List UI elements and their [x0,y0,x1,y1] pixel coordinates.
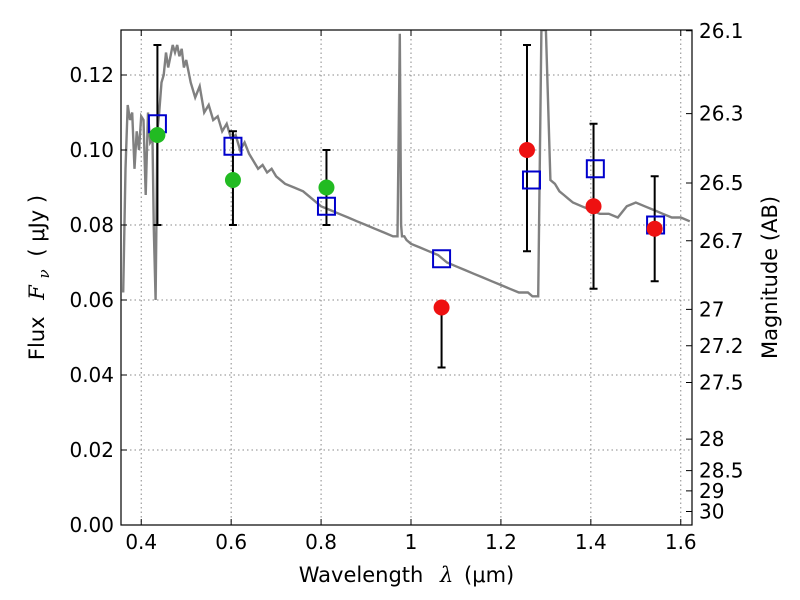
axis-ticks: 0.4 0.6 0.8 1 1.2 1.4 1.6 0.00 0.02 0.04 0.06 0.08 0… [69,19,743,554]
x-axis-label-symbol: λ [439,563,453,587]
optical-data-point [224,172,241,188]
right-tick-label: 28 [699,427,724,451]
y-tick-label: 0.00 [69,513,114,537]
model-photometry-square [223,136,243,156]
x-axis-label: Wavelength λ (μm) [299,563,514,587]
y-tick-label: 0.04 [69,363,114,387]
nir-data-point [585,198,602,215]
right-axis-label: Magnitude (AB) [758,196,782,359]
optical-data-point [318,179,335,196]
optical-data-point [149,127,166,143]
y-tick-label: 0.10 [69,138,114,162]
model-photometry-square [521,170,541,190]
right-tick-label: 29 [699,479,724,503]
nir-data-point [433,299,450,316]
right-tick-label: 26.5 [699,171,744,195]
model-photometry-square [585,159,605,179]
x-tick-label: 0.6 [215,530,247,554]
right-tick-label: 26.1 [699,19,744,43]
y-axis-label-subscript: ν [35,269,53,278]
y-tick-label: 0.08 [69,213,114,237]
right-tick-label: 27.5 [699,371,744,395]
y-axis-label-symbol: F [25,284,49,301]
x-tick-label: 1.4 [575,530,607,554]
x-axis-label-unit: (μm) [464,563,514,587]
x-tick-label: 1.6 [665,530,697,554]
right-tick-label: 30 [699,500,724,524]
right-tick-label: 28.5 [699,459,744,483]
y-axis-label: Flux F ν ( μJy ) [25,195,54,360]
observed-points [149,127,663,316]
nir-data-point [646,220,663,237]
nir-data-point [518,142,535,158]
model-spectrum [122,30,691,301]
y-tick-label: 0.02 [69,438,114,462]
x-tick-label: 1.2 [485,530,517,554]
grid [121,30,692,526]
x-tick-label: 0.8 [305,530,337,554]
right-tick-label: 26.7 [699,229,744,253]
model-photometry-squares [147,114,666,269]
x-tick-label: 1 [405,530,418,554]
x-axis-label-text: Wavelength [299,563,424,587]
x-tick-label: 0.4 [125,530,157,554]
model-spectrum-line [122,30,691,301]
model-photometry-square [432,249,452,269]
right-tick-label: 27 [699,297,724,321]
y-axis-label-text: Flux [25,316,49,360]
y-axis-label-unit: ( μJy ) [25,195,49,257]
right-tick-label: 26.3 [699,102,744,126]
plot-frame [120,29,693,526]
y-tick-label: 0.12 [69,63,114,87]
y-tick-label: 0.06 [69,288,114,312]
right-tick-label: 27.2 [699,334,744,358]
model-photometry-square [316,196,336,216]
